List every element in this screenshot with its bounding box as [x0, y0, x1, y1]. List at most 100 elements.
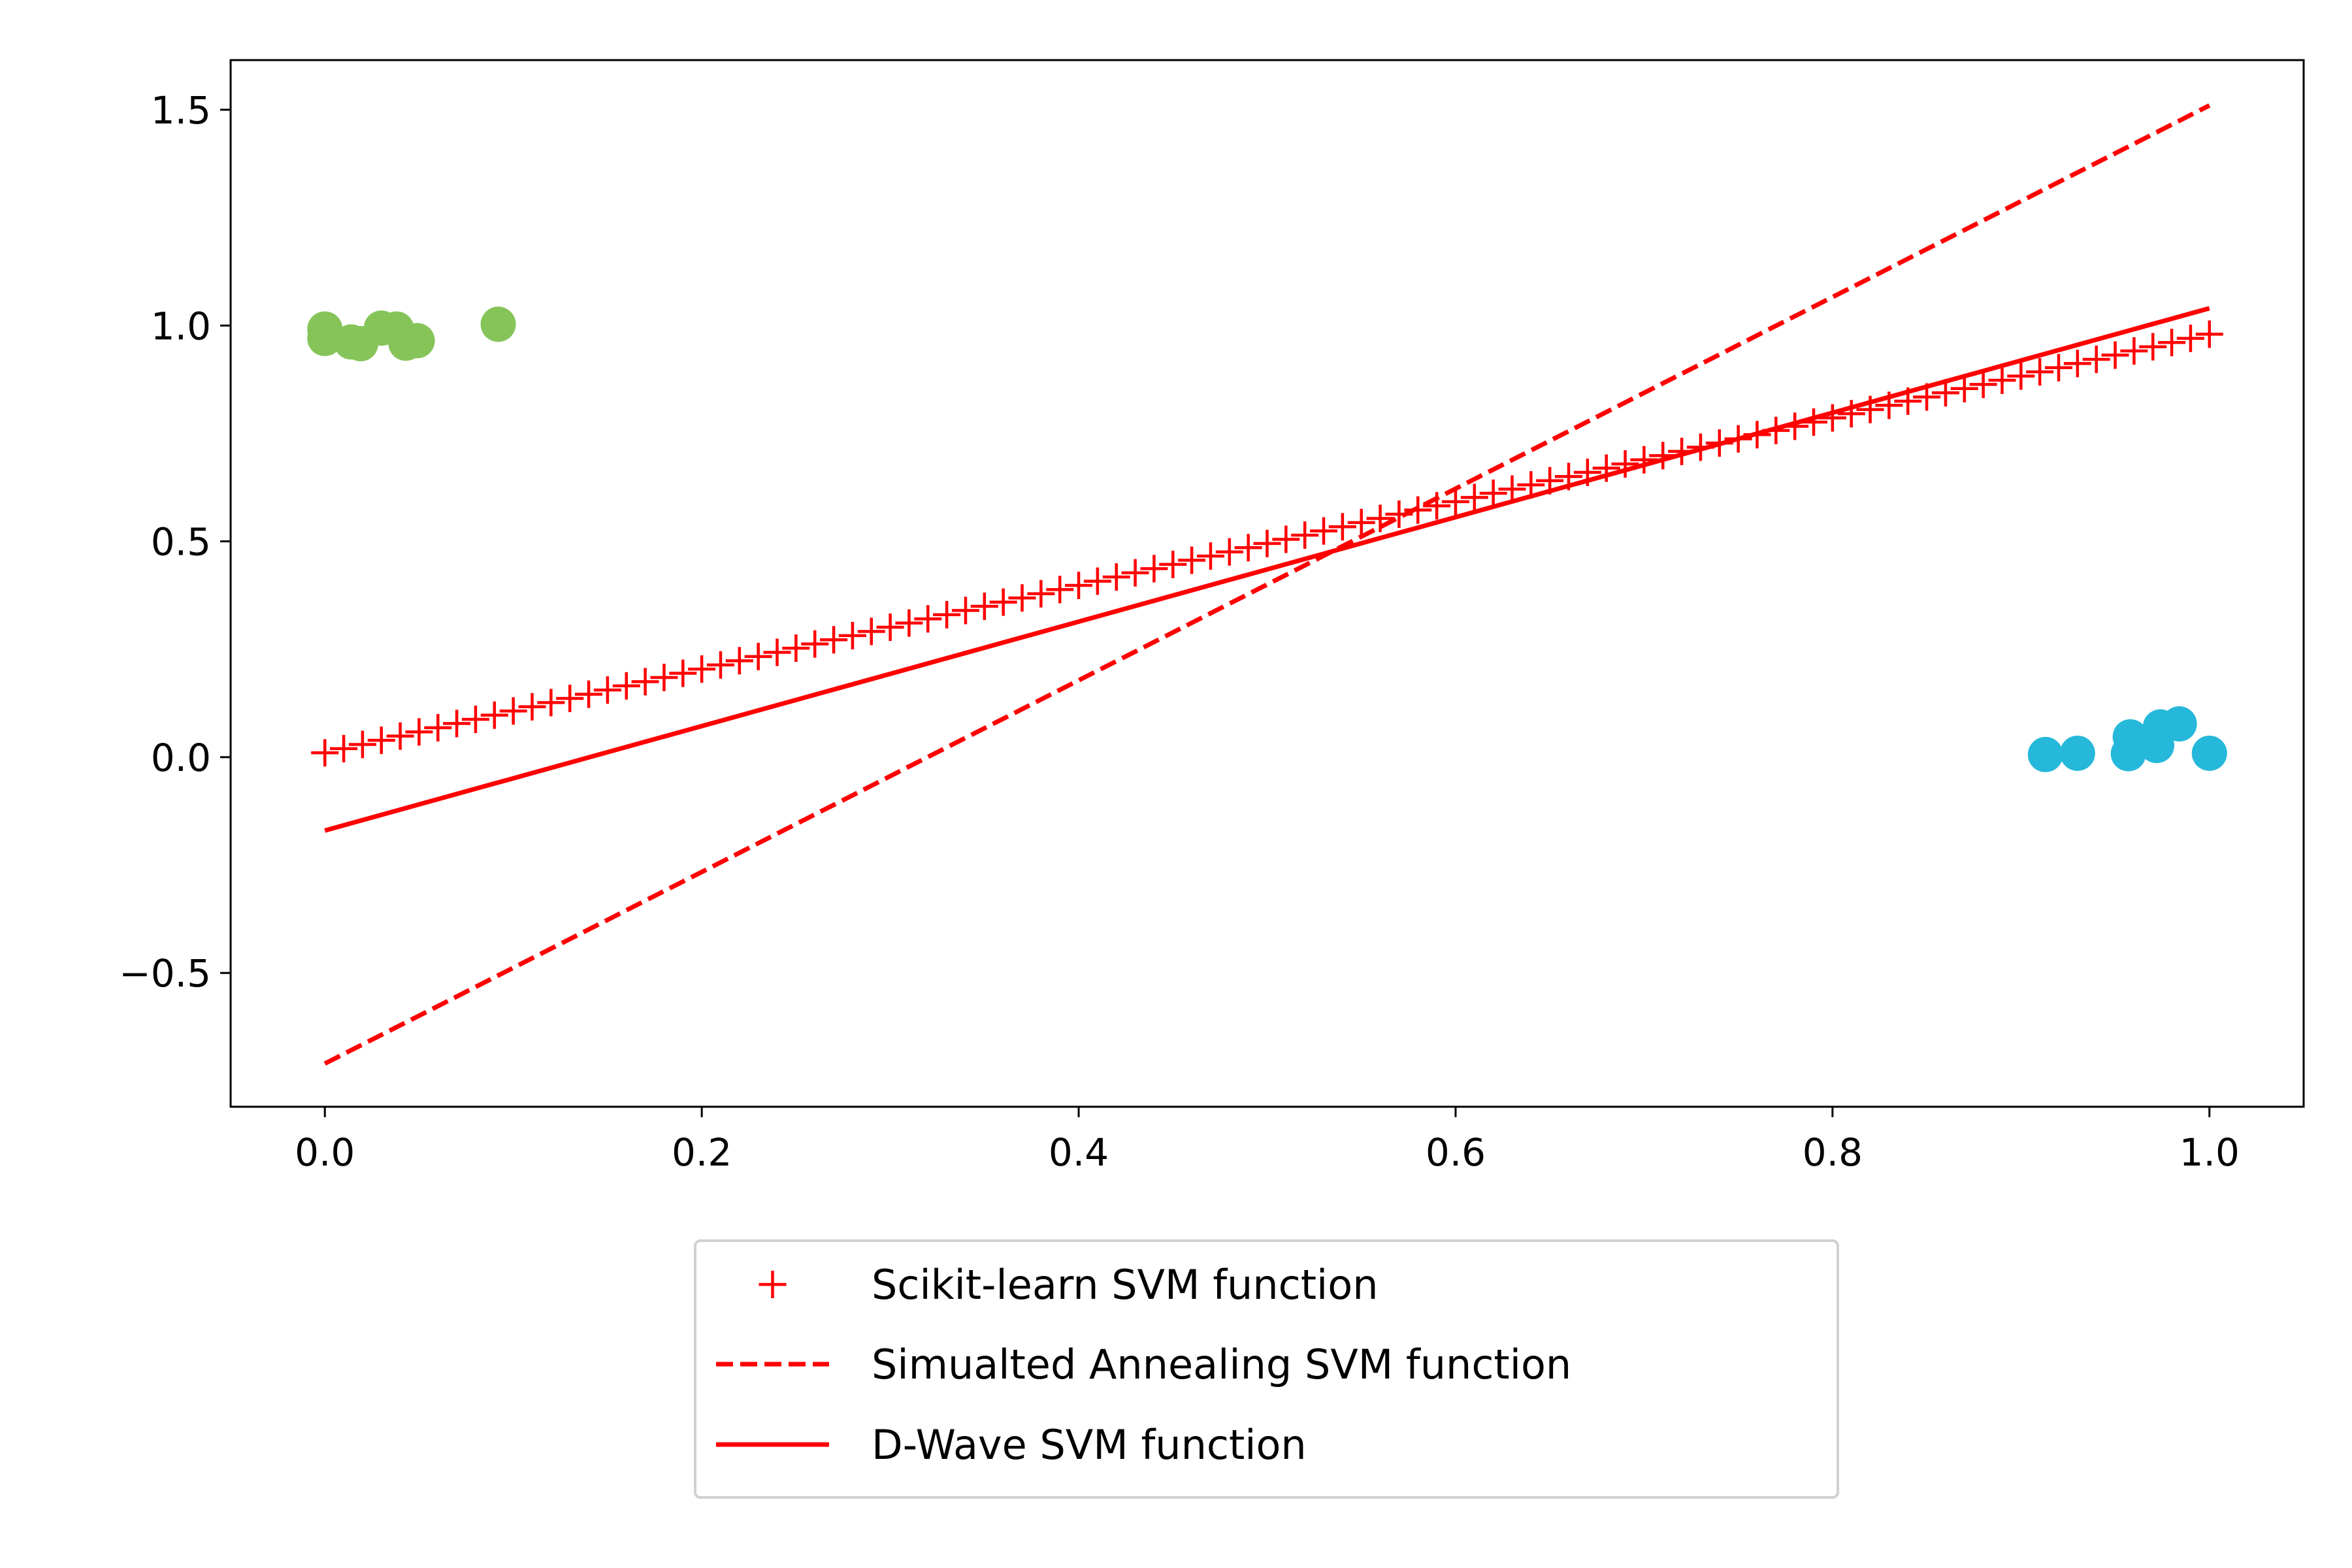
data-point	[537, 689, 565, 717]
data-point	[518, 693, 546, 721]
data-point	[895, 609, 923, 637]
data-point	[1065, 571, 1093, 599]
data-point	[2139, 333, 2167, 361]
data-point	[857, 617, 885, 645]
data-point	[1328, 513, 1356, 541]
legend-box	[694, 1239, 1839, 1499]
data-point	[1140, 555, 1168, 583]
x-tick-label: 0.4	[1049, 1130, 1109, 1175]
data-point	[2045, 353, 2073, 382]
scatter-point-group-2	[2059, 735, 2095, 771]
data-point	[348, 730, 376, 759]
data-point	[1253, 529, 1281, 557]
data-point	[367, 727, 395, 755]
legend: Scikit-learn SVM function Simualted Annea…	[694, 1239, 1839, 1499]
data-point	[1027, 580, 1055, 608]
data-point	[1291, 521, 1319, 549]
x-tick-label: 0.2	[672, 1130, 732, 1175]
data-point	[669, 659, 697, 687]
series-simulated-annealing-line	[323, 103, 2211, 1066]
series-d-wave-line	[324, 306, 2210, 833]
series-scikit-learn	[311, 320, 2223, 767]
data-point	[480, 701, 508, 729]
data-point	[424, 713, 452, 742]
data-point	[2176, 324, 2204, 352]
data-point	[2195, 320, 2223, 348]
x-axis: 0.0 0.2 0.4 0.6 0.8 1.0	[295, 1107, 2240, 1175]
data-point	[1818, 404, 1846, 432]
legend-label: D-Wave SVM function	[872, 1421, 1307, 1469]
data-point	[914, 605, 942, 633]
data-point	[1046, 576, 1074, 604]
data-point	[1498, 475, 1526, 503]
data-point	[838, 621, 866, 649]
data-point	[876, 613, 904, 642]
data-point	[989, 588, 1017, 616]
y-tick-label: −0.5	[119, 951, 211, 996]
x-tick-label: 0.0	[295, 1130, 355, 1175]
data-point	[461, 706, 489, 734]
data-point	[1630, 446, 1658, 474]
data-point	[2120, 337, 2148, 365]
data-point	[593, 676, 621, 704]
axes-frame	[229, 59, 2305, 1108]
data-point	[688, 655, 716, 683]
data-point	[970, 593, 998, 621]
legend-handle-plus	[759, 1271, 787, 1298]
data-point	[1272, 525, 1300, 553]
data-point	[1479, 479, 1507, 507]
data-point	[801, 630, 829, 658]
data-point	[405, 718, 433, 746]
data-point	[2063, 350, 2091, 378]
data-point	[1441, 487, 1469, 515]
y-tick-label: 0.0	[151, 736, 211, 780]
data-point	[1347, 508, 1375, 536]
plot-area	[307, 103, 2227, 1066]
data-point	[612, 672, 640, 700]
data-point	[1234, 534, 1262, 562]
data-point	[1159, 550, 1187, 578]
data-point	[443, 710, 471, 738]
data-point	[1460, 483, 1488, 512]
scatter-point-group-1	[399, 323, 435, 359]
data-point	[744, 642, 772, 670]
data-point	[1310, 517, 1338, 545]
data-point	[575, 680, 603, 708]
scatter-point-group-2	[2027, 736, 2063, 772]
data-point	[1196, 542, 1224, 570]
data-point	[1837, 400, 1865, 428]
y-axis: −0.5 0.0 0.5 1.0 1.5	[119, 88, 231, 996]
y-tick-label: 1.5	[151, 88, 211, 133]
data-point	[2026, 358, 2054, 386]
data-point	[706, 651, 734, 679]
data-point	[2082, 345, 2110, 373]
y-tick-label: 1.0	[151, 304, 211, 348]
data-point	[951, 596, 979, 625]
data-point	[1969, 370, 1997, 399]
data-point	[1102, 563, 1130, 591]
data-point	[820, 626, 848, 654]
data-point	[1215, 538, 1243, 566]
scatter-point-group-1	[307, 321, 343, 357]
data-point	[2101, 341, 2129, 369]
x-tick-label: 0.8	[1803, 1130, 1863, 1175]
legend-label: Scikit-learn SVM function	[872, 1261, 1378, 1309]
data-point	[1988, 366, 2016, 394]
data-point	[763, 638, 791, 666]
data-point	[556, 684, 584, 712]
data-point	[631, 668, 659, 696]
data-point	[1178, 546, 1206, 574]
x-tick-label: 0.6	[1426, 1130, 1486, 1175]
data-point	[1083, 567, 1111, 595]
legend-label: Simualted Annealing SVM function	[872, 1341, 1571, 1388]
scatter-point-group-1	[480, 306, 516, 342]
data-point	[330, 734, 358, 762]
data-point	[1121, 559, 1149, 587]
data-point	[311, 739, 339, 767]
data-point	[1611, 450, 1639, 478]
data-point	[2158, 329, 2186, 357]
data-point	[499, 697, 527, 725]
scatter-point-group-2	[2191, 735, 2227, 771]
data-point	[782, 634, 810, 662]
